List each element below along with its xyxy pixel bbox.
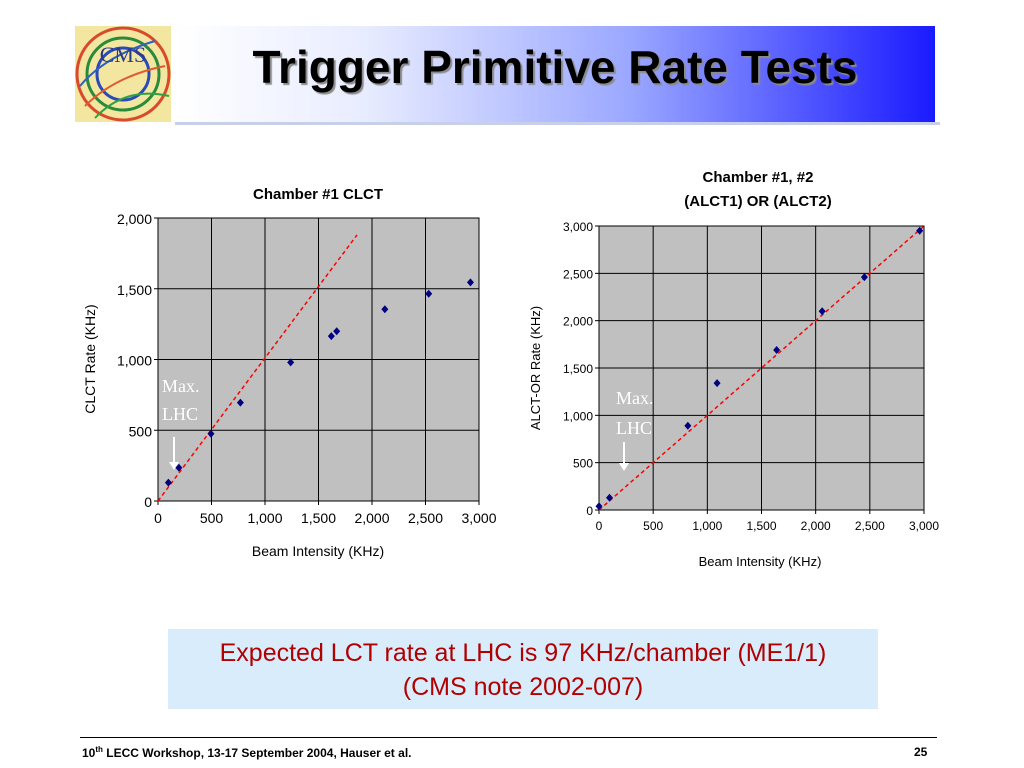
x-tick-label: 2,000 — [354, 510, 389, 526]
y-tick-label: 500 — [129, 423, 153, 439]
chart1-y-axis-label: CLCT Rate (KHz) — [82, 304, 98, 413]
slide-title: Trigger Primitive Rate Tests — [252, 41, 858, 93]
x-tick-label: 2,000 — [801, 519, 831, 533]
chart2-y-tick-labels: 0 500 1,000 1,500 2,000 2,500 3,000 — [563, 220, 593, 518]
data-point — [287, 358, 295, 367]
x-tick-label: 500 — [200, 510, 224, 526]
chart1-x-tick-labels: 0 500 1,000 1,500 2,000 2,500 3,000 — [154, 510, 497, 526]
x-tick-label: 0 — [154, 510, 162, 526]
data-point — [916, 226, 924, 235]
chart2-title-line1: Chamber #1, #2 — [703, 169, 814, 186]
data-point — [466, 278, 474, 287]
chart1-annotation-arrowhead — [169, 462, 179, 470]
chart2-fit-line-group — [598, 225, 925, 511]
y-tick-label: 1,000 — [117, 353, 152, 369]
data-point — [684, 421, 692, 430]
y-tick-label: 2,500 — [563, 267, 593, 281]
data-point — [164, 478, 172, 487]
chart2-title-line2: (ALCT1) OR (ALCT2) — [684, 193, 831, 210]
data-point — [595, 502, 603, 511]
chart2-max-lhc-annotation: Max. LHC — [616, 388, 654, 471]
data-point — [818, 307, 826, 316]
logo-text: CMS — [100, 42, 146, 67]
y-tick-label: 500 — [573, 457, 593, 471]
chart1-title: Chamber #1 CLCT — [253, 186, 383, 203]
chart1-gridlines — [154, 217, 480, 505]
x-tick-label: 1,000 — [692, 519, 722, 533]
x-tick-label: 3,000 — [909, 519, 939, 533]
footer-ordinal-suffix: th — [95, 745, 103, 754]
y-tick-label: 1,500 — [117, 282, 152, 298]
data-point — [713, 379, 721, 388]
chart1-max-lhc-annotation: Max. LHC — [162, 376, 200, 470]
x-tick-label: 0 — [596, 519, 603, 533]
chart2-annotation-line2: LHC — [616, 418, 652, 438]
y-tick-label: 1,500 — [563, 362, 593, 376]
y-tick-label: 0 — [144, 494, 152, 510]
y-tick-label: 2,000 — [563, 315, 593, 329]
y-tick-label: 1,000 — [563, 409, 593, 423]
alct-or-rate-chart: Chamber #1, #2 (ALCT1) OR (ALCT2) 0 500 1,… — [528, 169, 940, 569]
fit-line — [157, 234, 358, 502]
chart2-y-axis-label: ALCT-OR Rate (KHz) — [528, 306, 543, 430]
x-tick-label: 2,500 — [855, 519, 885, 533]
x-tick-label: 3,000 — [461, 510, 496, 526]
data-point — [773, 346, 781, 355]
caption-box — [168, 629, 878, 709]
title-banner — [175, 26, 935, 122]
fit-line — [598, 225, 925, 511]
data-point — [207, 429, 215, 438]
chart1-annotation-line2: LHC — [162, 404, 198, 424]
footer-workshop: LECC Workshop, 13-17 September 2004, Hau… — [102, 746, 412, 760]
data-point — [425, 289, 433, 298]
banner-underline — [175, 122, 940, 125]
chart2-annotation-line1: Max. — [616, 388, 654, 408]
footer-divider — [80, 737, 937, 738]
y-tick-label: 0 — [586, 504, 593, 518]
chart1-data-points — [164, 278, 474, 487]
data-point — [175, 463, 183, 472]
chart1-fit-line-group — [157, 234, 358, 502]
cms-logo: CMS — [75, 26, 171, 122]
chart2-data-points — [595, 226, 924, 511]
y-tick-label: 2,000 — [117, 211, 152, 227]
y-tick-label: 3,000 — [563, 220, 593, 234]
clct-rate-chart: Chamber #1 CLCT 0 500 1,000 1,500 2,000 0 500… — [82, 186, 497, 559]
caption-line2: (CMS note 2002-007) — [402, 673, 644, 701]
data-point — [606, 493, 614, 502]
chart2-x-axis-label: Beam Intensity (KHz) — [699, 554, 822, 569]
data-point — [333, 327, 341, 336]
chart2-annotation-arrowhead — [619, 463, 629, 471]
chart2-x-tick-labels: 0 500 1,000 1,500 2,000 2,500 3,000 — [596, 519, 940, 533]
x-tick-label: 500 — [643, 519, 663, 533]
data-point — [381, 305, 389, 314]
data-point — [860, 273, 868, 282]
x-tick-label: 1,500 — [301, 510, 336, 526]
caption-line1: Expected LCT rate at LHC is 97 KHz/chamb… — [219, 639, 827, 667]
chart1-y-tick-labels: 0 500 1,000 1,500 2,000 — [117, 211, 152, 510]
chart1-x-axis-label: Beam Intensity (KHz) — [252, 543, 384, 559]
data-point — [327, 332, 335, 341]
footer-text: 10th LECC Workshop, 13-17 September 2004… — [82, 745, 411, 760]
page-number: 25 — [914, 745, 928, 759]
chart1-annotation-line1: Max. — [162, 376, 200, 396]
footer-edition-number: 10 — [82, 746, 96, 760]
x-tick-label: 1,000 — [247, 510, 282, 526]
data-point — [236, 398, 244, 407]
x-tick-label: 1,500 — [746, 519, 776, 533]
x-tick-label: 2,500 — [408, 510, 443, 526]
